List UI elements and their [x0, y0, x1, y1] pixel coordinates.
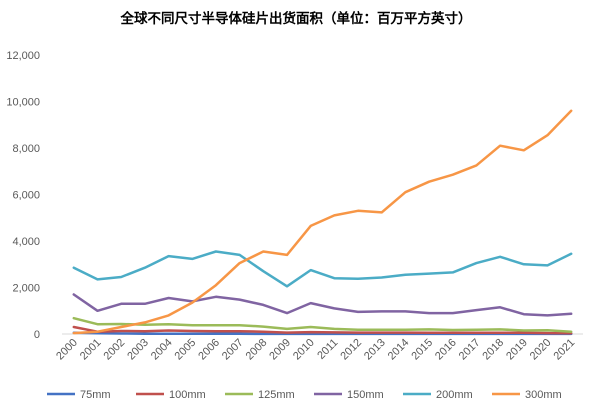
x-tick-label: 2007 — [220, 337, 246, 363]
x-tick-label: 2001 — [78, 337, 104, 363]
y-tick-label: 2,000 — [12, 283, 40, 295]
x-tick-label: 2018 — [480, 337, 506, 363]
y-tick-label: 12,000 — [6, 50, 40, 62]
series-line-300mm — [72, 109, 573, 335]
legend: 75mm 100mm 125mm 150mm 200mm 300mm — [47, 389, 562, 401]
chart-title: 全球不同尺寸半导体硅片出货面积（单位：百万平方英寸） — [120, 10, 472, 27]
legend-label-150mm: 150mm — [347, 389, 384, 401]
x-tick-label: 2014 — [386, 337, 412, 363]
series-line-150mm — [72, 293, 573, 317]
series-line-200mm — [72, 250, 573, 288]
x-tick-label: 2011 — [315, 337, 340, 362]
x-tick-label: 2013 — [362, 337, 388, 363]
x-tick-label: 2017 — [457, 337, 483, 363]
x-tick-label: 2016 — [433, 337, 459, 363]
x-tick-label: 2006 — [196, 337, 222, 363]
y-tick-label: 8,000 — [12, 143, 40, 155]
legend-label-200mm: 200mm — [436, 389, 473, 401]
x-tick-label: 2015 — [409, 337, 435, 363]
x-tick-label: 2019 — [504, 337, 530, 363]
x-tick-label: 2003 — [125, 337, 151, 363]
x-tick-label: 2008 — [244, 337, 270, 363]
x-tick-label: 2020 — [528, 337, 554, 363]
legend-label-75mm: 75mm — [80, 389, 111, 401]
x-axis: 2000200120022003200420052006200720082009… — [54, 337, 577, 363]
y-tick-label: 10,000 — [6, 97, 40, 109]
legend-label-100mm: 100mm — [169, 389, 206, 401]
series-line-100mm — [72, 325, 573, 335]
y-tick-label: 4,000 — [12, 236, 40, 248]
x-tick-label: 2002 — [102, 337, 128, 363]
series-lines — [72, 109, 573, 336]
y-tick-label: 6,000 — [12, 190, 40, 202]
legend-label-125mm: 125mm — [258, 389, 295, 401]
x-tick-label: 2009 — [267, 337, 293, 363]
legend-label-300mm: 300mm — [525, 389, 562, 401]
x-tick-label: 2021 — [551, 337, 577, 363]
y-axis: 0 2,000 4,000 6,000 8,000 10,000 12,000 — [6, 50, 40, 341]
y-tick-label: 0 — [34, 329, 40, 341]
series-line-125mm — [72, 316, 573, 333]
x-tick-label: 2000 — [54, 337, 80, 363]
x-tick-label: 2010 — [291, 337, 317, 363]
x-tick-label: 2004 — [149, 337, 175, 363]
x-tick-label: 2005 — [173, 337, 199, 363]
x-tick-label: 2012 — [338, 337, 364, 363]
